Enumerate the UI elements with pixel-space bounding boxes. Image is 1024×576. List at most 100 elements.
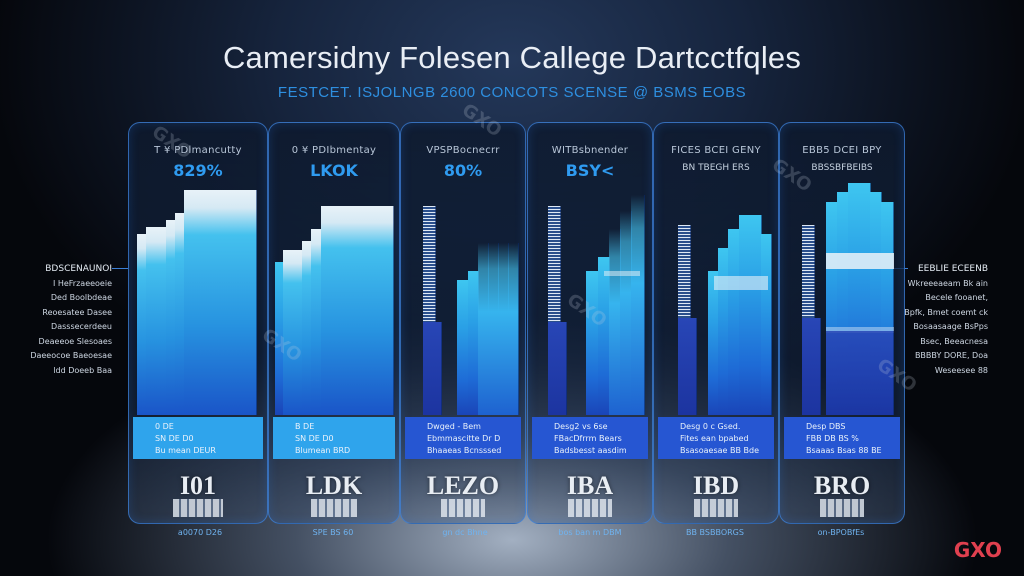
chart-panel-3: VPSPBocnecrr 80% Dwged - Bem Ebmmascitte… (400, 122, 526, 524)
panel-heading: FICES BCEI GENY (671, 145, 761, 156)
side-right-line: Weseesee 88 (934, 365, 988, 375)
bar (423, 322, 442, 415)
mini-bars (567, 499, 613, 517)
info-line: Bu mean DEUR (155, 446, 216, 455)
chart-panel-1: T ¥ PDlmancutty 829% 0 DE SN DE D0 Bu me… (128, 122, 268, 524)
panel-info-box: B DE SN DE D0 Blumean BRD (273, 417, 395, 459)
panel-big-label: LDK (305, 471, 363, 500)
page-title: Camersidny Folesen Callege Dartcctfqles (222, 40, 802, 75)
info-line: Bsaaas Bsas 88 BE (806, 446, 882, 455)
side-left-line: Dasssecerdeeu (51, 322, 112, 331)
side-right-line: Bpfk, Bmet coemt ck (904, 307, 988, 317)
panel-big-label: BRO (813, 471, 871, 500)
panel-value: 80% (443, 161, 483, 180)
bar-group (135, 183, 261, 415)
panel-big-label: I01 (179, 471, 217, 500)
side-left-line: Reoesatee Dasee (42, 307, 112, 317)
bar (678, 317, 697, 415)
panel-heading: 0 ¥ PDIbmentay (291, 145, 377, 156)
mini-bars (440, 499, 486, 517)
chart-panel-4: WITBsbnender BSY< Desg2 vs 6se FBacDfrrm… (527, 122, 653, 524)
panel-big-label: LEZO (426, 471, 500, 500)
info-line: Blumean BRD (295, 446, 351, 455)
info-line: 0 DE (155, 422, 174, 431)
side-left-line: Ded Boolbdeae (50, 293, 112, 302)
panel-heading: WITBsbnender (551, 145, 629, 156)
highlight-band (826, 252, 894, 269)
panel-info-box: Desg2 vs 6se FBacDfrrm Bears Badsbesst a… (532, 417, 648, 459)
bar (631, 194, 645, 415)
side-right-line: Bsec, Beeacnesa (920, 336, 988, 346)
bar (802, 317, 821, 415)
side-right-line: Becele fooanet, (925, 293, 988, 302)
side-left-line: I HeFrzaeeoeie (52, 278, 112, 288)
bar (548, 322, 567, 415)
side-right-heading: EEBLIE ECEENB (917, 264, 988, 274)
panel-footer-label: gn dc Bhne (442, 528, 488, 537)
panel-footer-label: bos ban m DBM (558, 528, 622, 537)
mini-bars (173, 499, 223, 517)
info-line: Fites ean bpabed (680, 434, 749, 443)
bar-group (407, 183, 519, 415)
info-line: Desg 0 c Gsed. (680, 422, 741, 431)
left-connector (112, 268, 128, 269)
chart-panel-2: 0 ¥ PDIbmentay LKOK B DE SN DE D0 Blumea… (268, 122, 400, 524)
panel-footer-label: on-BPOBfEs (817, 528, 865, 537)
panel-heading: EBB5 DCEI BPY (802, 145, 882, 156)
bar (761, 234, 772, 415)
bar-group (275, 183, 394, 415)
side-right-line: Wkreeeaeam Bk ain (907, 278, 988, 288)
chart-panel-5: FICES BCEI GENY BN TBEGH ERS Desg 0 c Gs… (653, 122, 779, 524)
panel-info-box: Desg 0 c Gsed. Fites ean bpabed Bsasoaes… (658, 417, 774, 459)
side-right-line: Bosaasaage BsPps (913, 322, 988, 331)
info-line: FBB DB BS % (806, 434, 859, 443)
panel-value: LKOK (310, 161, 358, 180)
highlight-band (604, 271, 640, 277)
panel-footer-label: a0070 D26 (177, 528, 223, 537)
info-line: Dwged - Bem (427, 422, 481, 431)
side-right-line: BBBBY DORE, Doa (914, 351, 988, 360)
brand-logo: GXO (953, 538, 1002, 562)
info-line: Desp DBS (806, 422, 846, 431)
chart-panel-6: EBB5 DCEI BPY BBSSBFBEIBS Desp DBS FBB D… (779, 122, 905, 524)
bar (508, 243, 519, 415)
side-left-line: Deaeeoe Slesoaes (38, 336, 112, 346)
panel-info-box: Dwged - Bem Ebmmascitte Dr D Bhaaeas Bcn… (405, 417, 521, 459)
bar (384, 206, 394, 415)
mini-bars (310, 499, 358, 517)
panel-big-label: IBA (566, 471, 614, 500)
bar-group (534, 183, 646, 415)
bar-group (786, 183, 898, 415)
panel-info-box: Desp DBS FBB DB BS % Bsaaas Bsas 88 BE (784, 417, 900, 459)
side-legend-right: EEBLIE ECEENB Wkreeeaeam Bk ain Becele f… (896, 262, 988, 378)
side-left-line: ldd Doeeb Baa (53, 365, 112, 375)
bar-base (826, 331, 894, 415)
info-line: SN DE D0 (155, 434, 194, 443)
info-line: Badsbesst aasdim (554, 446, 627, 455)
side-left-line: Daeeocoe Baeoesae (30, 351, 112, 360)
info-line: SN DE D0 (295, 434, 334, 443)
panel-big-label: IBD (692, 471, 740, 500)
panel-subheading: BBSSBFBEIBS (811, 163, 873, 173)
info-line: Desg2 vs 6se (554, 422, 608, 431)
panel-info-box: 0 DE SN DE D0 Bu mean DEUR (133, 417, 263, 459)
info-line: FBacDfrrm Bears (554, 434, 622, 443)
panel-value: BSY< (565, 161, 615, 180)
mini-bars (819, 499, 865, 517)
highlight-band (826, 326, 894, 333)
mini-bars (693, 499, 739, 517)
info-line: B DE (295, 422, 315, 431)
bar-group (660, 183, 772, 415)
panel-footer-label: BB BSBBORGS (686, 528, 744, 537)
side-left-heading: BDSCENAUNOI (45, 264, 112, 274)
panel-value: 829% (173, 161, 223, 180)
highlight-band (714, 275, 768, 290)
panel-footer-label: SPE BS 60 (312, 528, 354, 537)
panel-heading: T ¥ PDlmancutty (154, 145, 242, 156)
info-line: Bhaaeas Bcnsssed (427, 446, 502, 455)
panel-subheading: BN TBEGH ERS (682, 163, 750, 173)
info-line: Bsasoaesae BB Bde (680, 446, 759, 455)
side-legend-left: BDSCENAUNOI I HeFrzaeeoeie Ded Boolbdeae… (20, 262, 112, 378)
info-line: Ebmmascitte Dr D (427, 434, 501, 443)
page-subtitle: FESTCET. ISJOLNGB 2600 CONCOTS SCENSE @ … (277, 84, 747, 101)
